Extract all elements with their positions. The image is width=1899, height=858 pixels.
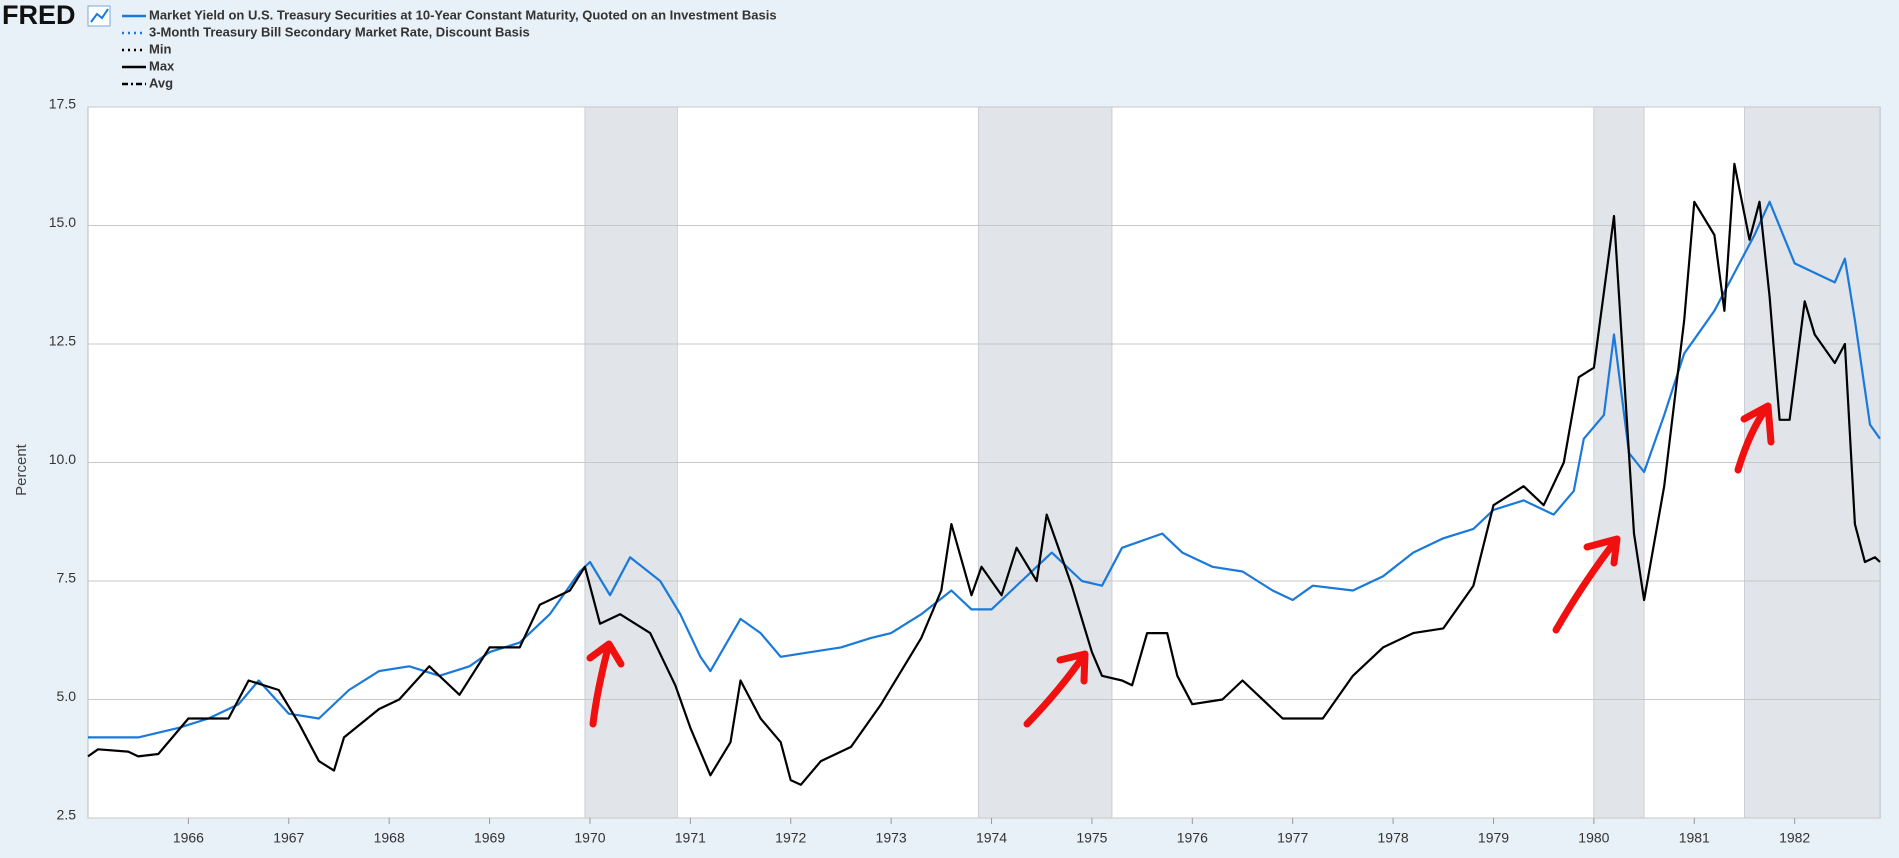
- x-tick-label: 1969: [474, 830, 505, 846]
- x-tick-label: 1967: [273, 830, 304, 846]
- y-tick-label: 5.0: [57, 688, 77, 704]
- x-tick-label: 1981: [1679, 830, 1710, 846]
- series-line: [87, 162, 1881, 786]
- x-tick-label: 1974: [976, 830, 1007, 846]
- brand-logo[interactable]: FRED: [2, 0, 76, 30]
- y-tick-label: 10.0: [49, 451, 76, 467]
- legend-label: 3-Month Treasury Bill Secondary Market R…: [149, 24, 530, 39]
- x-tick-label: 1972: [775, 830, 806, 846]
- x-tick-label: 1980: [1578, 830, 1609, 846]
- y-tick-label: 17.5: [49, 96, 76, 112]
- x-tick-label: 1979: [1478, 830, 1509, 846]
- y-tick-label: 15.0: [49, 214, 76, 230]
- y-tick-label: 2.5: [57, 807, 77, 823]
- arrow: [1023, 650, 1089, 728]
- x-tick-label: 1970: [574, 830, 605, 846]
- x-tick-label: 1976: [1177, 830, 1208, 846]
- arrow: [1552, 535, 1621, 634]
- arrow: [586, 640, 625, 728]
- y-tick-label: 12.5: [49, 333, 76, 349]
- x-tick-label: 1982: [1779, 830, 1810, 846]
- legend-label: Min: [149, 41, 171, 56]
- x-tick-label: 1977: [1277, 830, 1308, 846]
- x-tick-label: 1973: [876, 830, 907, 846]
- x-tick-label: 1975: [1076, 830, 1107, 846]
- x-tick-label: 1968: [374, 830, 405, 846]
- annotations: [586, 402, 1775, 728]
- graph-icon: [87, 5, 111, 27]
- y-axis-title: Percent: [13, 443, 30, 496]
- arrow: [1734, 402, 1775, 474]
- x-tick-label: 1978: [1378, 830, 1409, 846]
- x-tick-label: 1971: [675, 830, 706, 846]
- x-tick-label: 1966: [173, 830, 204, 846]
- legend-label: Market Yield on U.S. Treasury Securities…: [149, 7, 777, 22]
- y-tick-label: 7.5: [57, 570, 77, 586]
- legend-label: Max: [149, 58, 175, 73]
- legend-label: Avg: [149, 75, 173, 90]
